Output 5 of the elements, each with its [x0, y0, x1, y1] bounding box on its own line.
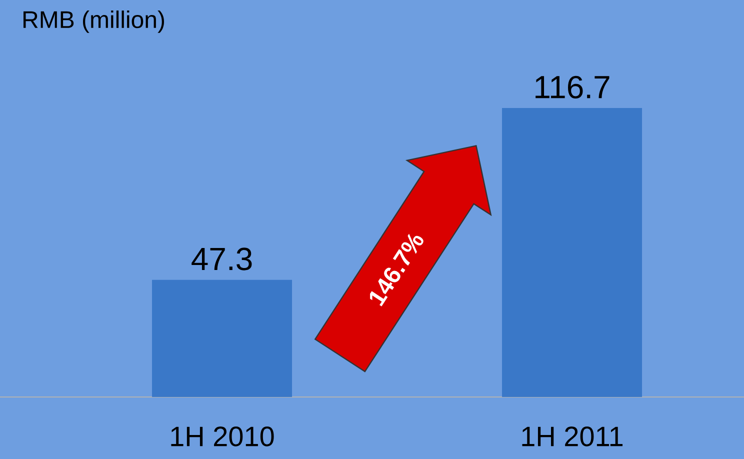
x-tick-label: 1H 2011 — [522, 426, 623, 446]
data-label: 47.3 — [192, 248, 252, 270]
data-label: 116.7 — [536, 76, 610, 98]
x-tick-label: 1H 2010 — [171, 426, 274, 446]
y-axis-title: RMB (million) — [24, 10, 164, 33]
